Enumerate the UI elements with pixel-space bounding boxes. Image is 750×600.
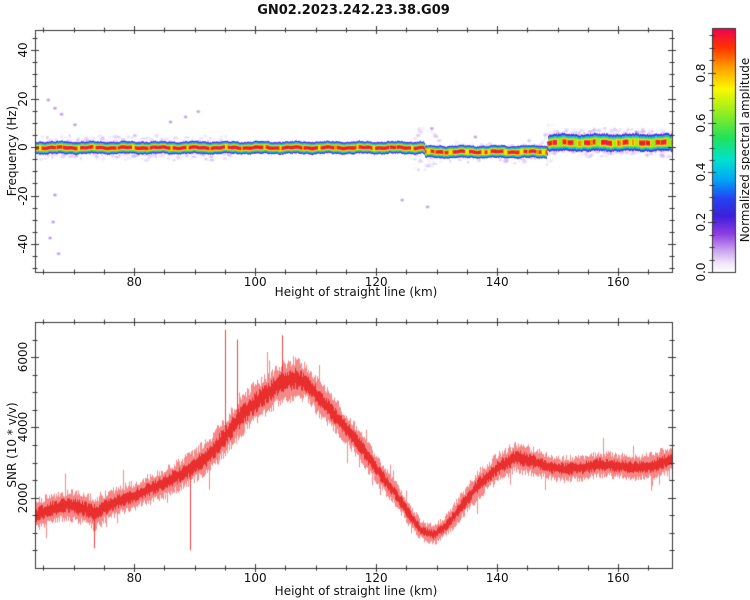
colorbar-tick-label: 0.4 — [694, 162, 708, 182]
bottom-y-tick-label: 2000 — [16, 482, 30, 513]
bottom-x-tick-label: 80 — [126, 571, 142, 585]
colorbar-label: Normalized spectral amplitude — [738, 57, 750, 243]
top-x-tick-label: 120 — [364, 275, 388, 289]
top-y-tick-label: -20 — [16, 185, 30, 206]
figure-title: GN02.2023.242.23.38.G09 — [257, 3, 450, 18]
top-y-tick-label: 0 — [16, 143, 30, 151]
top-y-tick-label: 40 — [16, 42, 30, 58]
colorbar-tick-label: 0.6 — [694, 113, 708, 133]
bottom-y-tick-label: 4000 — [16, 412, 30, 443]
top-y-tick-label: 20 — [16, 90, 30, 107]
top-x-tick-label: 140 — [485, 275, 509, 289]
bottom-x-tick-label: 160 — [606, 571, 630, 585]
bottom-x-axis-label: Height of straight line (km) — [274, 584, 438, 598]
top-y-axis-label: Frequency (Hz) — [5, 105, 19, 197]
colorbar-tick-label: 0.2 — [694, 212, 708, 232]
top-x-tick-label: 160 — [606, 275, 630, 289]
top-x-tick-label: 100 — [243, 275, 267, 289]
top-x-tick-label: 80 — [126, 275, 142, 289]
bottom-x-tick-label: 120 — [364, 571, 388, 585]
top-y-tick-label: -40 — [16, 234, 30, 254]
bottom-y-tick-label: 6000 — [16, 341, 30, 373]
colorbar-tick-label: 0.0 — [694, 262, 708, 282]
bottom-x-tick-label: 140 — [485, 571, 509, 585]
top-x-axis-label: Height of straight line (km) — [274, 285, 438, 299]
colorbar-tick-label: 0.8 — [694, 63, 708, 83]
bottom-x-tick-label: 100 — [243, 571, 267, 585]
